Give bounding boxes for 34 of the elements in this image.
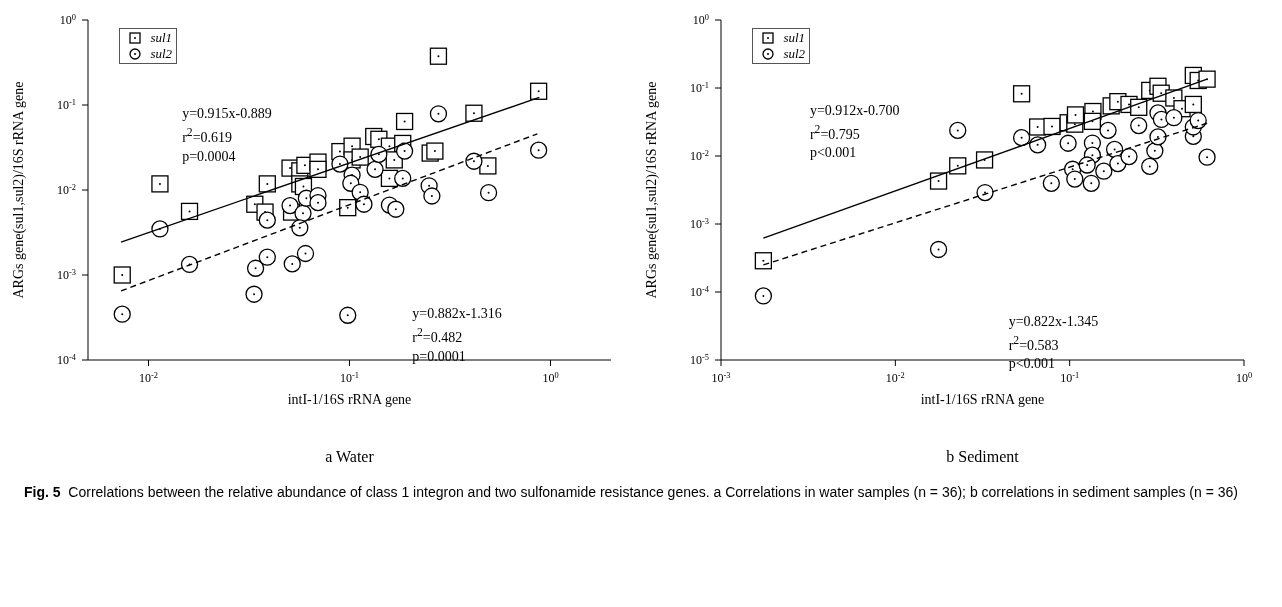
x-axis-title: intI-1/16S rRNA gene — [920, 392, 1045, 407]
x-tick-label: 10$^{-2}$ — [885, 370, 905, 385]
y-tick-label: 10$^{-3}$ — [690, 216, 709, 231]
y-tick-label: 10$^{0}$ — [59, 12, 76, 27]
text: b Sediment — [945, 448, 1020, 466]
y-tick-label: 10$^{-4}$ — [57, 352, 77, 367]
x-tick-label: 10$^{-1}$ — [340, 370, 359, 385]
x-axis-title: intI-1/16S rRNA gene — [287, 392, 412, 407]
text: Fig. 5 — [24, 484, 61, 500]
x-tick-label: 10$^{0}$ — [542, 370, 559, 385]
legend-label: sul2 — [783, 45, 806, 62]
y-tick-label: 10$^{-2}$ — [57, 182, 76, 197]
legend-label: sul1 — [150, 29, 173, 46]
y-tick-label: 10$^{-4}$ — [690, 284, 710, 299]
legend-label: sul2 — [150, 45, 173, 62]
y-tick-label: 10$^{-5}$ — [690, 352, 709, 367]
annotation: y=0.915x-0.889 r$^{2}$=0.619 p=0.0004 — [182, 105, 272, 167]
x-tick-label: 10$^{-2}$ — [139, 370, 158, 385]
x-tick-label: 10$^{-1}$ — [1060, 370, 1080, 385]
y-tick-label: 10$^{-3}$ — [57, 267, 76, 282]
annotation: y=0.912x-0.700 r$^{2}$=0.795 p<0.001 — [809, 101, 900, 163]
x-tick-label: 10$^{-3}$ — [711, 370, 731, 385]
y-tick-label: 10$^{-2}$ — [690, 148, 709, 163]
legend-label: sul1 — [783, 29, 806, 46]
y-tick-label: 10$^{-1}$ — [57, 97, 76, 112]
y-axis-title: ARGs gene(sul1,sul2)/16S rRNA gene — [643, 81, 660, 299]
annotation: y=0.822x-1.345 r$^{2}$=0.583 p<0.001 — [1008, 313, 1099, 372]
text: Correlations between the relative abundance of class 1 integron and two sulfonamide resistance genes. a Correlations in water samples (n = 36); b correlations in sediment samples (n = 36) — [68, 484, 1238, 500]
y-tick-label: 10$^{0}$ — [692, 12, 709, 27]
y-axis-title: ARGs gene(sul1,sul2)/16S rRNA gene — [10, 81, 27, 299]
y-tick-label: 10$^{-1}$ — [690, 80, 709, 95]
x-tick-label: 10$^{0}$ — [1235, 370, 1253, 385]
text: a Water — [324, 448, 375, 466]
annotation: y=0.882x-1.316 r$^{2}$=0.482 p=0.0001 — [412, 305, 502, 366]
